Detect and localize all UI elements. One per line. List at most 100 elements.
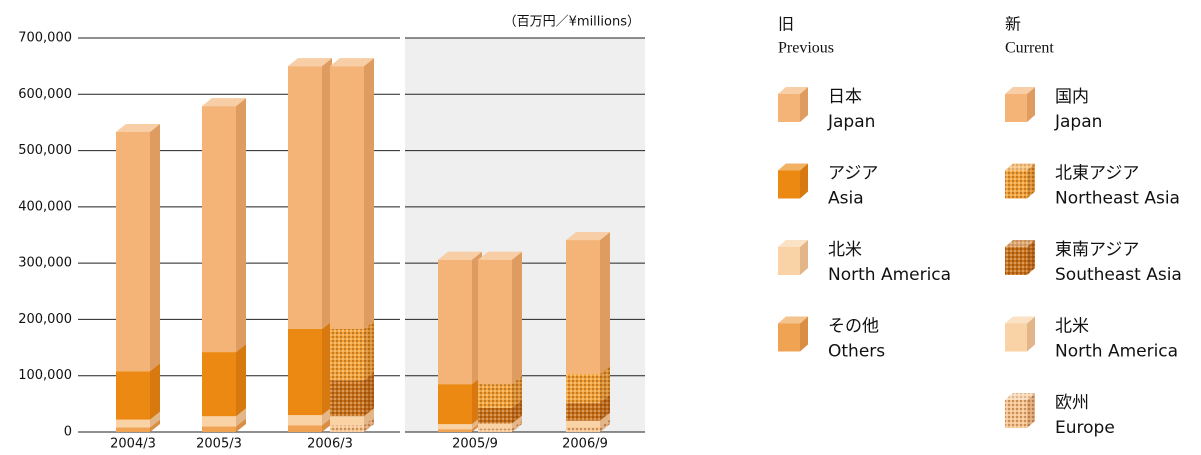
legend-swatch — [1027, 163, 1035, 199]
legend-label: 東南アジア — [1055, 240, 1139, 260]
legend-heading: Previous — [778, 40, 834, 57]
legend-label: アジア — [828, 164, 878, 184]
legend-label: Japan — [827, 112, 875, 132]
x-tick-label: 2006/9 — [562, 437, 608, 452]
bar-segment — [478, 423, 512, 429]
legend-swatch — [1005, 87, 1035, 94]
y-tick-label: 200,000 — [18, 312, 72, 327]
bar-segment — [438, 384, 472, 425]
bar-segment — [202, 426, 236, 432]
legend-label: Europe — [1055, 418, 1115, 438]
bar-side — [512, 251, 522, 385]
bar-segment — [566, 427, 600, 432]
bar-segment — [566, 240, 600, 375]
legend-swatch — [1005, 240, 1035, 247]
legend-swatch — [1005, 316, 1035, 324]
bar-side — [150, 363, 160, 420]
legend-swatch — [1027, 240, 1035, 275]
bar-top — [438, 251, 482, 260]
legend-heading: Current — [1005, 40, 1054, 57]
legend-swatch — [800, 240, 808, 275]
bar-side — [236, 408, 246, 427]
legend-label: 日本 — [828, 87, 862, 107]
legend-label: 北米 — [1055, 317, 1089, 337]
bar-side — [512, 376, 522, 408]
bar-segment — [116, 427, 150, 432]
legend-heading: 新 — [1005, 16, 1021, 34]
legend-swatch — [1027, 393, 1035, 428]
bar-side — [364, 408, 374, 426]
legend-label: North America — [828, 265, 951, 285]
legend-label: Others — [828, 342, 885, 362]
legend-swatch — [800, 163, 808, 199]
legend-swatch — [778, 87, 808, 94]
bar-segment — [202, 352, 236, 417]
legend-label: Japan — [1054, 112, 1102, 132]
bar-side — [364, 58, 374, 329]
bar-segment — [288, 66, 322, 329]
legend-swatch — [1005, 94, 1027, 122]
legend-swatch — [1005, 323, 1027, 352]
bar-side — [364, 417, 374, 432]
bar-side — [322, 320, 332, 416]
bar-side — [322, 417, 332, 432]
bar-side — [150, 123, 160, 372]
bar-top — [478, 251, 522, 260]
bar-side — [600, 412, 610, 428]
legend-label: Asia — [828, 189, 864, 209]
legend-label: Southeast Asia — [1055, 265, 1182, 285]
bar-segment — [330, 416, 364, 426]
bar-side — [236, 344, 246, 417]
legend-label: 北米 — [828, 240, 862, 260]
legend-swatch — [778, 316, 808, 324]
bar-side — [364, 320, 374, 381]
bar-side — [322, 407, 332, 426]
bar-side — [600, 232, 610, 375]
bar-segment — [116, 131, 150, 372]
bar-segment — [116, 419, 150, 428]
bar-top — [116, 123, 160, 132]
bar-segment — [116, 371, 150, 420]
legend-swatch — [800, 87, 808, 122]
legend-swatch — [1005, 400, 1027, 428]
legend-swatch — [1005, 170, 1027, 199]
legend-swatch — [1027, 87, 1035, 122]
bar-segment — [438, 429, 472, 432]
bar-side — [600, 394, 610, 421]
bar-top — [288, 58, 332, 67]
bar-segment — [288, 415, 322, 426]
x-tick-label: 2005/3 — [196, 437, 242, 452]
y-tick-label: 300,000 — [18, 256, 72, 271]
bar-segment — [566, 420, 600, 428]
bar-segment — [478, 407, 512, 424]
bar-side — [512, 399, 522, 424]
bar-segment — [330, 380, 364, 417]
x-tick-label: 2006/3 — [307, 437, 353, 452]
bar-segment — [438, 259, 472, 385]
legend-label: Northeast Asia — [1055, 189, 1180, 209]
y-tick-label: 0 — [64, 425, 72, 440]
bar-side — [322, 58, 332, 329]
bar-segment — [478, 259, 512, 385]
bar-top — [202, 98, 246, 107]
legend-label: その他 — [828, 317, 879, 337]
bar-segment — [288, 425, 322, 432]
bar-side — [236, 98, 246, 353]
legend-swatch — [1005, 247, 1027, 275]
legend-label: North America — [1055, 342, 1178, 362]
bar-segment — [288, 328, 322, 416]
bar-side — [600, 419, 610, 432]
y-tick-label: 500,000 — [18, 143, 72, 158]
x-tick-label: 2004/3 — [110, 437, 156, 452]
y-tick-label: 600,000 — [18, 87, 72, 102]
bar-segment — [330, 328, 364, 381]
legend-swatch — [1027, 316, 1035, 352]
y-tick-label: 400,000 — [18, 199, 72, 214]
x-tick-label: 2005/9 — [452, 437, 498, 452]
bar-segment — [478, 428, 512, 432]
bar-side — [150, 411, 160, 428]
bar-side — [512, 420, 522, 432]
legend-label: 国内 — [1055, 87, 1089, 107]
bar-segment — [566, 374, 600, 403]
